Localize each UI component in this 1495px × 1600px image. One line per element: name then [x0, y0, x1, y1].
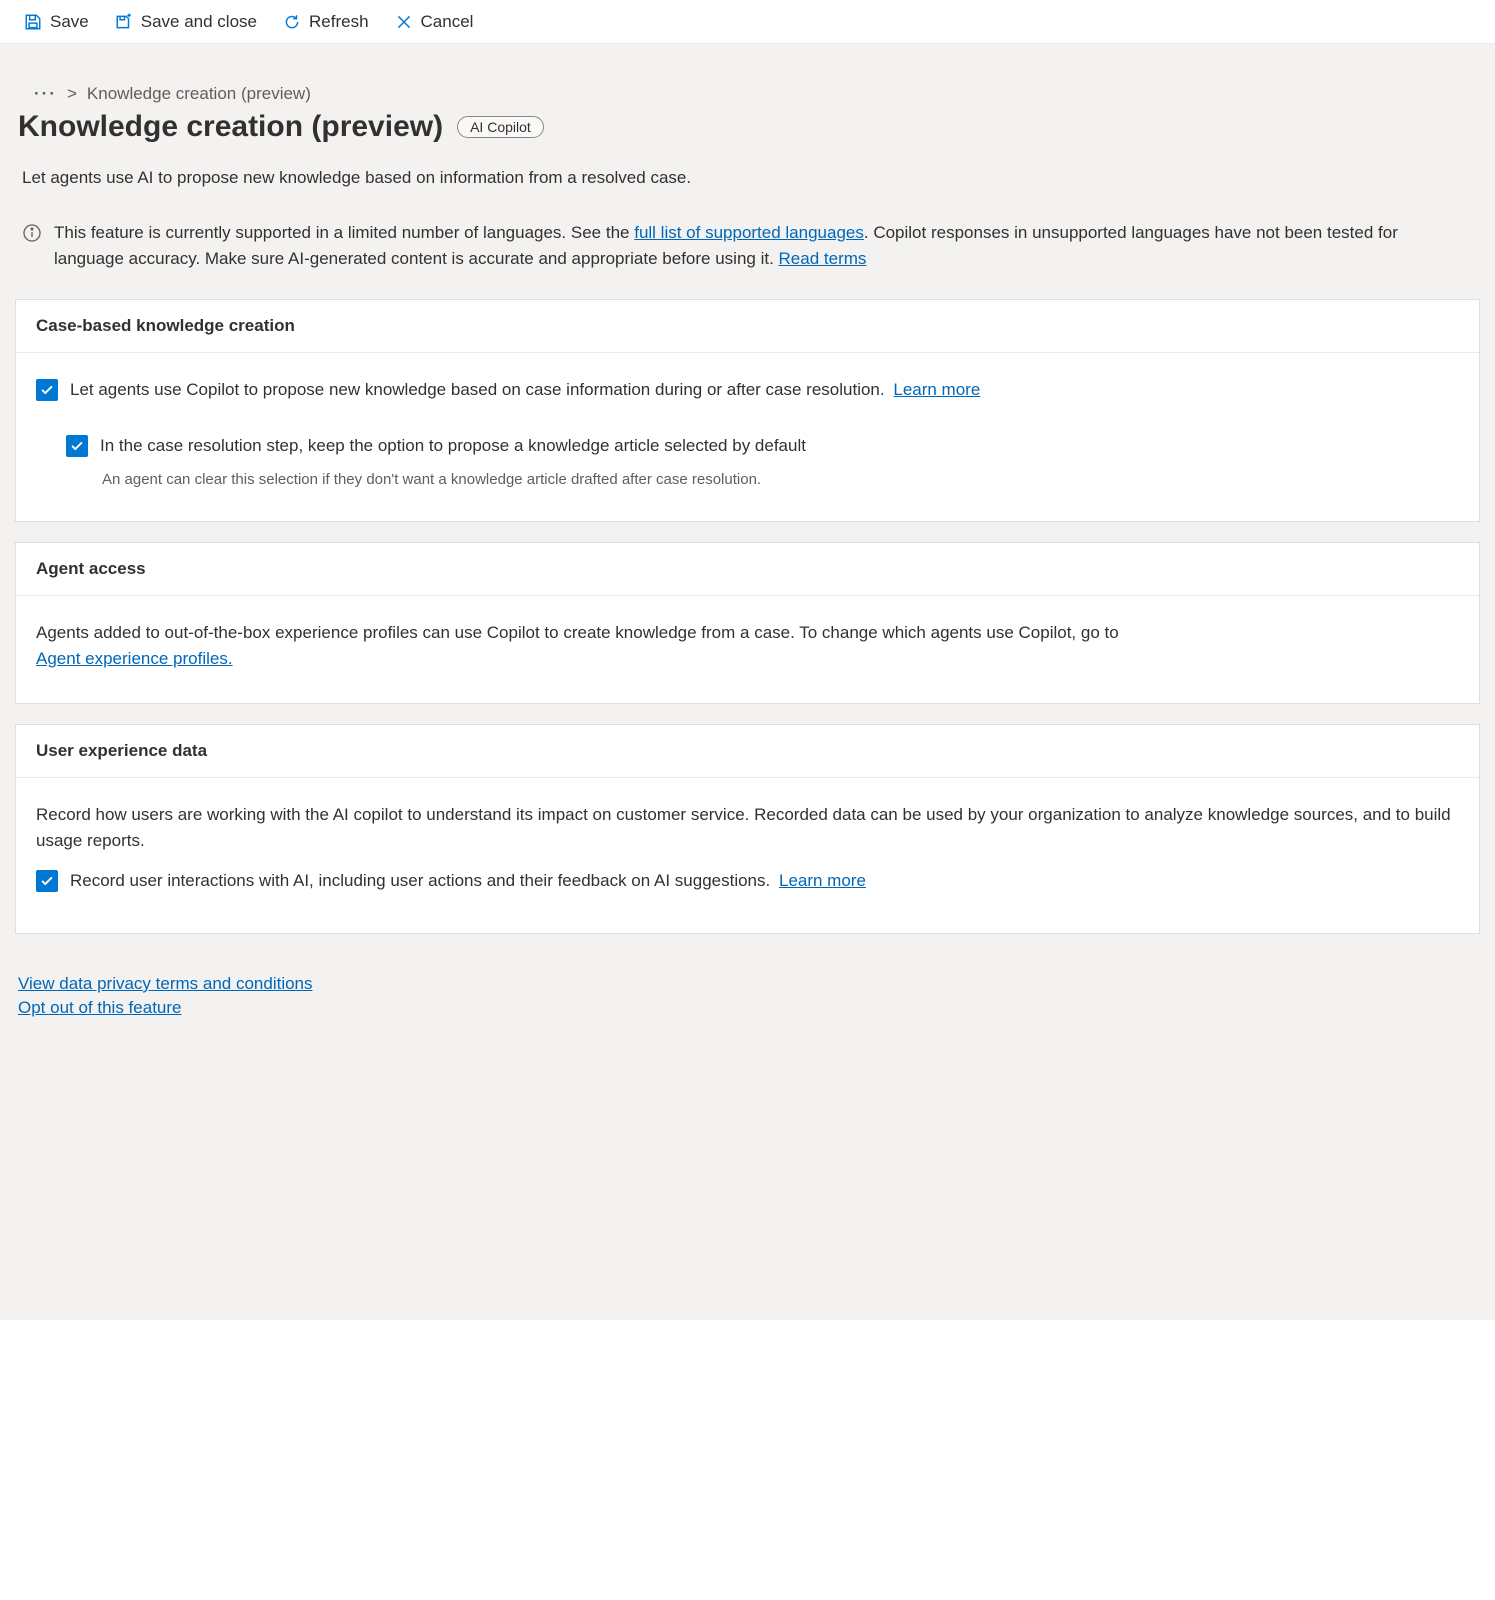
refresh-label: Refresh — [309, 12, 369, 32]
supported-languages-link[interactable]: full list of supported languages — [634, 223, 864, 242]
card-header: User experience data — [16, 725, 1479, 778]
info-banner: This feature is currently supported in a… — [0, 206, 1495, 299]
option-keep-default: In the case resolution step, keep the op… — [66, 433, 1459, 459]
read-terms-link[interactable]: Read terms — [779, 249, 867, 268]
breadcrumb: ··· > Knowledge creation (preview) — [0, 62, 1495, 108]
refresh-button[interactable]: Refresh — [277, 8, 375, 36]
option-keep-default-label: In the case resolution step, keep the op… — [100, 433, 806, 459]
page-subtitle: Let agents use AI to propose new knowled… — [0, 154, 1495, 206]
option-record-interactions-label: Record user interactions with AI, includ… — [70, 871, 770, 890]
option-propose-knowledge: Let agents use Copilot to propose new kn… — [36, 377, 1459, 403]
save-label: Save — [50, 12, 89, 32]
card-body: Let agents use Copilot to propose new kn… — [16, 353, 1479, 521]
card-header: Case-based knowledge creation — [16, 300, 1479, 353]
opt-out-link[interactable]: Opt out of this feature — [18, 998, 1477, 1018]
info-text: This feature is currently supported in a… — [54, 220, 1454, 271]
save-icon — [24, 13, 42, 31]
checkbox-record-interactions[interactable] — [36, 870, 58, 892]
info-text-part1: This feature is currently supported in a… — [54, 223, 634, 242]
footer-links: View data privacy terms and conditions O… — [0, 954, 1495, 1042]
card-body: Record how users are working with the AI… — [16, 778, 1479, 933]
cancel-button[interactable]: Cancel — [389, 8, 480, 36]
option-keep-default-helper: An agent can clear this selection if the… — [102, 468, 1459, 491]
blank-area — [0, 1320, 1495, 1600]
page-body: ··· > Knowledge creation (preview) Knowl… — [0, 44, 1495, 1320]
info-icon — [22, 223, 42, 251]
cancel-label: Cancel — [421, 12, 474, 32]
option-propose-knowledge-label: Let agents use Copilot to propose new kn… — [70, 380, 885, 399]
option-record-interactions: Record user interactions with AI, includ… — [36, 868, 1459, 894]
user-experience-data-card: User experience data Record how users ar… — [15, 724, 1480, 934]
card-header: Agent access — [16, 543, 1479, 596]
save-and-close-icon — [115, 13, 133, 31]
page-title: Knowledge creation (preview) — [18, 110, 443, 144]
breadcrumb-separator: > — [67, 84, 77, 104]
agent-access-card: Agent access Agents added to out-of-the-… — [15, 542, 1480, 704]
ux-data-description: Record how users are working with the AI… — [36, 802, 1459, 855]
breadcrumb-current: Knowledge creation (preview) — [87, 84, 311, 104]
learn-more-record-link[interactable]: Learn more — [779, 871, 866, 890]
breadcrumb-more[interactable]: ··· — [34, 84, 57, 104]
title-row: Knowledge creation (preview) AI Copilot — [0, 108, 1495, 154]
case-based-knowledge-card: Case-based knowledge creation Let agents… — [15, 299, 1480, 522]
close-icon — [395, 13, 413, 31]
checkbox-propose-knowledge[interactable] — [36, 379, 58, 401]
save-button[interactable]: Save — [18, 8, 95, 36]
save-and-close-label: Save and close — [141, 12, 257, 32]
agent-experience-profiles-link[interactable]: Agent experience profiles. — [36, 649, 233, 668]
refresh-icon — [283, 13, 301, 31]
command-bar: Save Save and close Refresh Cancel — [0, 0, 1495, 44]
privacy-terms-link[interactable]: View data privacy terms and conditions — [18, 974, 1477, 994]
save-and-close-button[interactable]: Save and close — [109, 8, 263, 36]
ai-copilot-pill: AI Copilot — [457, 116, 544, 138]
checkbox-keep-default[interactable] — [66, 435, 88, 457]
agent-access-text: Agents added to out-of-the-box experienc… — [36, 623, 1119, 642]
learn-more-propose-link[interactable]: Learn more — [893, 380, 980, 399]
card-body: Agents added to out-of-the-box experienc… — [16, 596, 1479, 703]
